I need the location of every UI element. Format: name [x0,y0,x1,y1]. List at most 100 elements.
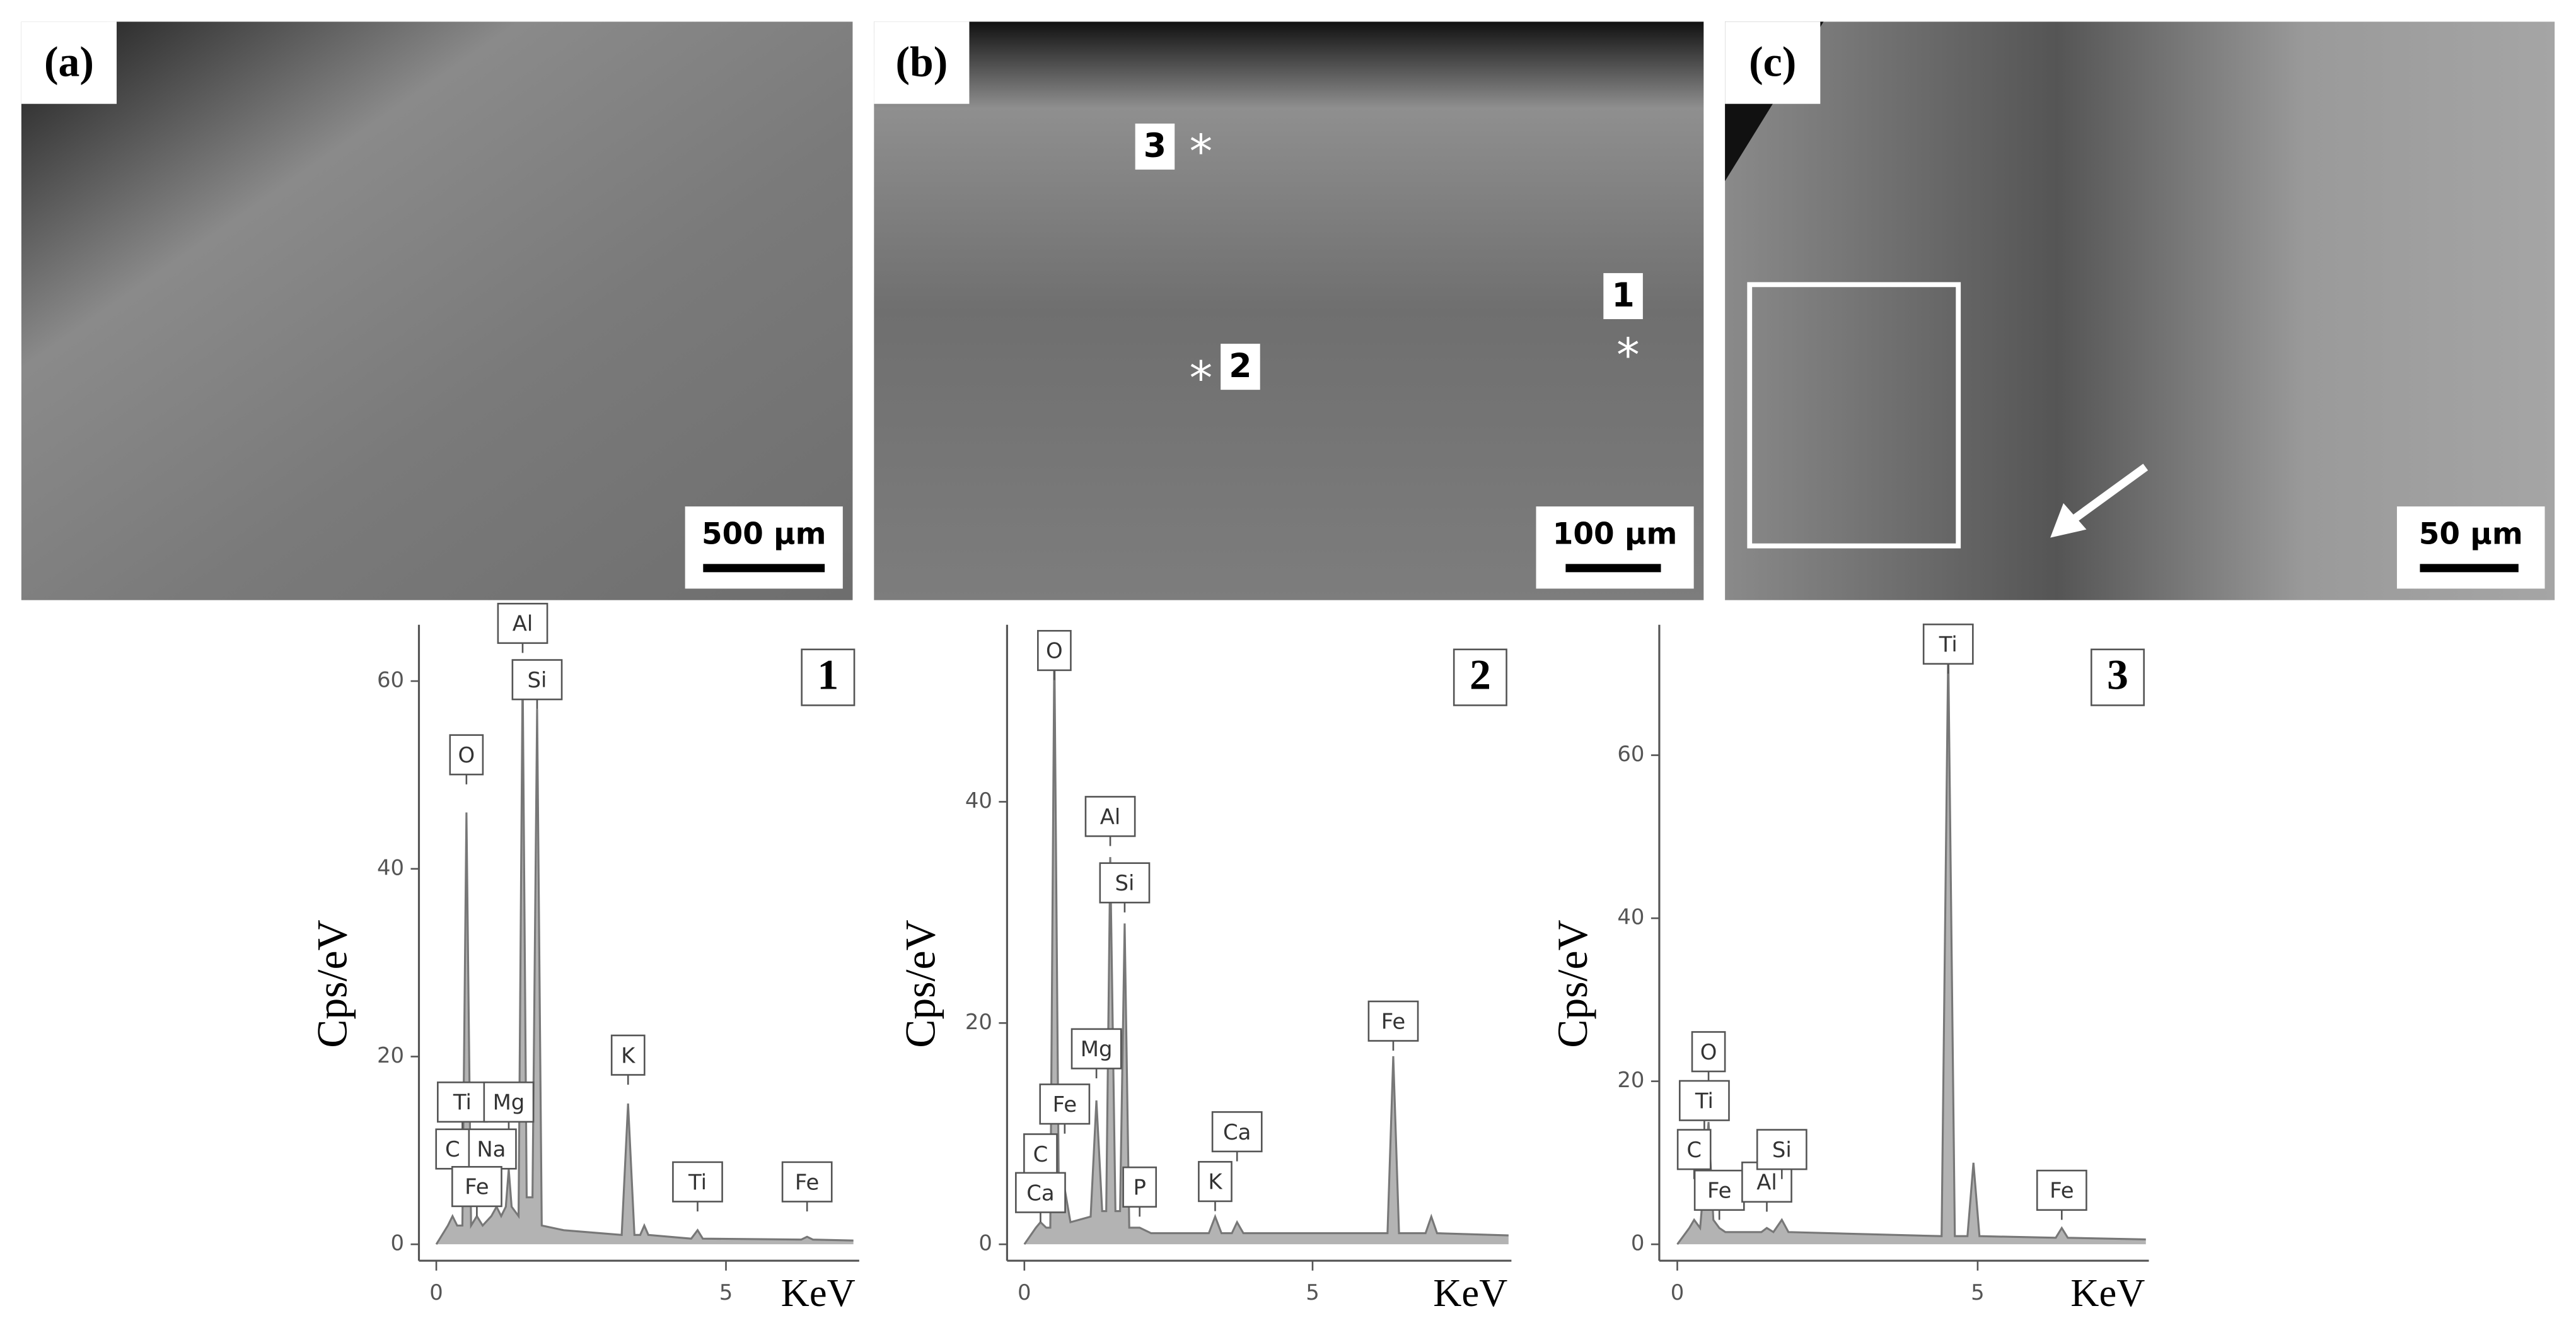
annotation-label: O [1046,639,1063,663]
label-bg [21,21,117,104]
y-tick-label: 0 [978,1231,992,1256]
arrow-head [2050,503,2087,538]
scale-bar [1565,564,1661,573]
annotation-label: C [1686,1138,1702,1162]
annotation-box [465,1128,517,1170]
scale-text: 50 µm [2419,517,2523,552]
annotation-label: Si [528,668,547,692]
annotation-box [672,1161,723,1203]
x-tick-label: 5 [719,1280,733,1305]
y-tick-label: 40 [965,788,992,813]
annotation-box [1678,1080,1730,1121]
spectrum-line [1676,649,2146,1245]
annotation-label: Ti [1939,633,1958,657]
scale-bg [2396,506,2545,589]
spectrum-fill [1677,649,2146,1245]
y-tick-label: 40 [1617,905,1644,930]
annotation-box [497,602,548,644]
annotation-label: Ti [1695,1088,1714,1113]
annotation-label: Ti [453,1090,472,1115]
annotation-box [1676,1129,1712,1170]
annotation-box [1015,1172,1066,1213]
label-bg [1725,21,1821,104]
arrow-shaft [2070,463,2149,523]
annotation-box [451,1166,502,1208]
sem-image [1725,21,2555,600]
y-axis-label: Cps/eV [309,919,356,1047]
annotation-label: C [445,1137,460,1162]
annotation-box [1099,862,1151,904]
y-tick-label: 0 [1631,1231,1645,1256]
x-tick-label: 0 [429,1280,443,1305]
annotation-box [511,659,563,701]
annotation-box [1693,1169,1745,1211]
annotation-label: C [1033,1142,1048,1167]
spectrum-fill [1024,646,1509,1245]
panel-number: 1 [817,651,838,698]
annotation-label: K [621,1043,635,1068]
x-tick-label: 0 [1671,1280,1685,1305]
x-axis-label: KeV [1433,1271,1507,1315]
annotation-box [1922,623,1974,665]
annotation-label: Na [477,1137,506,1162]
panel-label: (c) [1749,38,1796,85]
x-tick-label: 0 [1018,1280,1031,1305]
y-tick-label: 60 [377,668,404,692]
panel-number: 2 [1470,651,1491,698]
x-axis-label: KeV [781,1271,856,1315]
panel-number-box [2090,648,2145,706]
annotation-label: Fe [2050,1179,2074,1203]
marker-box [1221,344,1260,390]
scale-bars: 500 µm 100 µm 50 µm [685,506,2545,589]
annotation-label: Si [1772,1138,1792,1162]
annotation-box [1039,1083,1091,1125]
marker-box [1135,123,1175,170]
annotation-label: Al [1100,805,1121,829]
x-axis-label: KeV [2070,1271,2145,1315]
panel-label: (b) [895,38,948,85]
annotation-label: Fe [1381,1009,1405,1034]
y-tick-label: 0 [390,1231,404,1256]
annotation-label: Ti [688,1170,707,1194]
annotation-box [449,734,484,776]
annotation-box [610,1034,646,1076]
annotation-box [1211,1111,1263,1153]
annotation-label: Fe [1707,1179,1731,1203]
annotation-label: Al [1756,1170,1777,1195]
annotation-label: O [458,743,475,767]
annotation-box [1023,1133,1058,1175]
annotation-box [1037,629,1072,672]
x-tick-label: 5 [1971,1280,1985,1305]
annotation-label: Al [513,612,533,636]
panel-number: 3 [2107,651,2128,698]
marker-box [1603,273,1643,320]
scale-text: 100 µm [1553,517,1678,552]
panel-label: (a) [44,38,94,85]
annotation-box [781,1161,833,1203]
image-markers: 3 * 2 * 1 * [1135,123,1643,405]
y-tick-label: 20 [1617,1068,1644,1092]
marker: 1 [1611,277,1634,315]
annotation-box [1756,1129,1807,1170]
marker: 2 [1229,347,1251,385]
scale-bg [685,506,843,589]
y-tick-label: 20 [377,1043,404,1068]
sem-image [21,21,853,600]
scale-bg [1536,506,1694,589]
annotation-label: P [1133,1175,1146,1200]
scale-text: 500 µm [702,517,827,552]
asterisk: * [1190,125,1212,178]
scale-bar [2420,564,2519,573]
panel-label-box: (a) (b) (c) [21,21,1821,104]
annotation-label: Fe [795,1170,819,1194]
y-tick-label: 60 [1617,742,1644,766]
y-axis-label: Cps/eV [1549,919,1596,1047]
annotation-label: O [1700,1040,1717,1064]
annotation-box [483,1081,535,1123]
panel-number-box [1453,648,1507,706]
annotation-label: Ca [1026,1181,1054,1205]
annotation-label: Si [1115,871,1134,895]
y-tick-label: 40 [377,855,404,880]
marker: 3 [1144,127,1166,165]
